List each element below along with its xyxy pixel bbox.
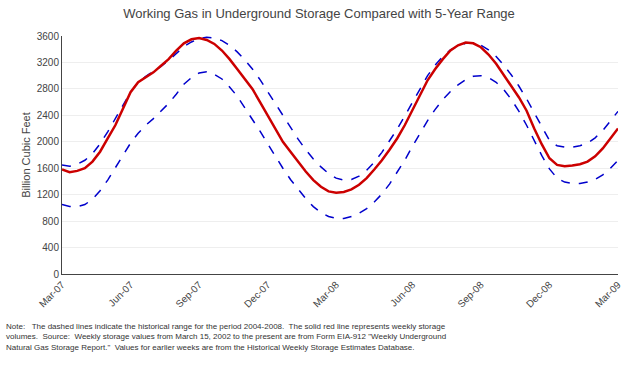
svg-text:Working Gas in Underground Sto: Working Gas in Underground Storage Compa…	[123, 6, 515, 21]
svg-text:1600: 1600	[37, 163, 60, 174]
svg-text:Dec-07: Dec-07	[242, 279, 273, 310]
svg-text:2000: 2000	[37, 136, 60, 147]
svg-text:Jun-07: Jun-07	[106, 279, 136, 309]
svg-text:Mar-08: Mar-08	[311, 279, 341, 309]
svg-text:2800: 2800	[37, 83, 60, 94]
svg-text:1200: 1200	[37, 189, 60, 200]
svg-text:Mar-07: Mar-07	[37, 279, 67, 309]
svg-text:Jun-08: Jun-08	[388, 279, 418, 309]
svg-text:Billion Cubic Feet: Billion Cubic Feet	[20, 112, 32, 198]
svg-text:400: 400	[42, 242, 59, 253]
svg-text:0: 0	[53, 269, 59, 280]
svg-text:Dec-08: Dec-08	[524, 279, 555, 310]
svg-text:Note: The dashed lines indic: Note: The dashed lines indicate the hist…	[6, 322, 446, 352]
svg-text:Sep-08: Sep-08	[455, 279, 486, 310]
svg-text:Mar-09: Mar-09	[593, 279, 623, 309]
svg-text:3200: 3200	[37, 57, 60, 68]
svg-text:2400: 2400	[37, 110, 60, 121]
svg-text:3600: 3600	[37, 31, 60, 42]
svg-text:Sep-07: Sep-07	[173, 279, 204, 310]
svg-text:800: 800	[42, 216, 59, 227]
